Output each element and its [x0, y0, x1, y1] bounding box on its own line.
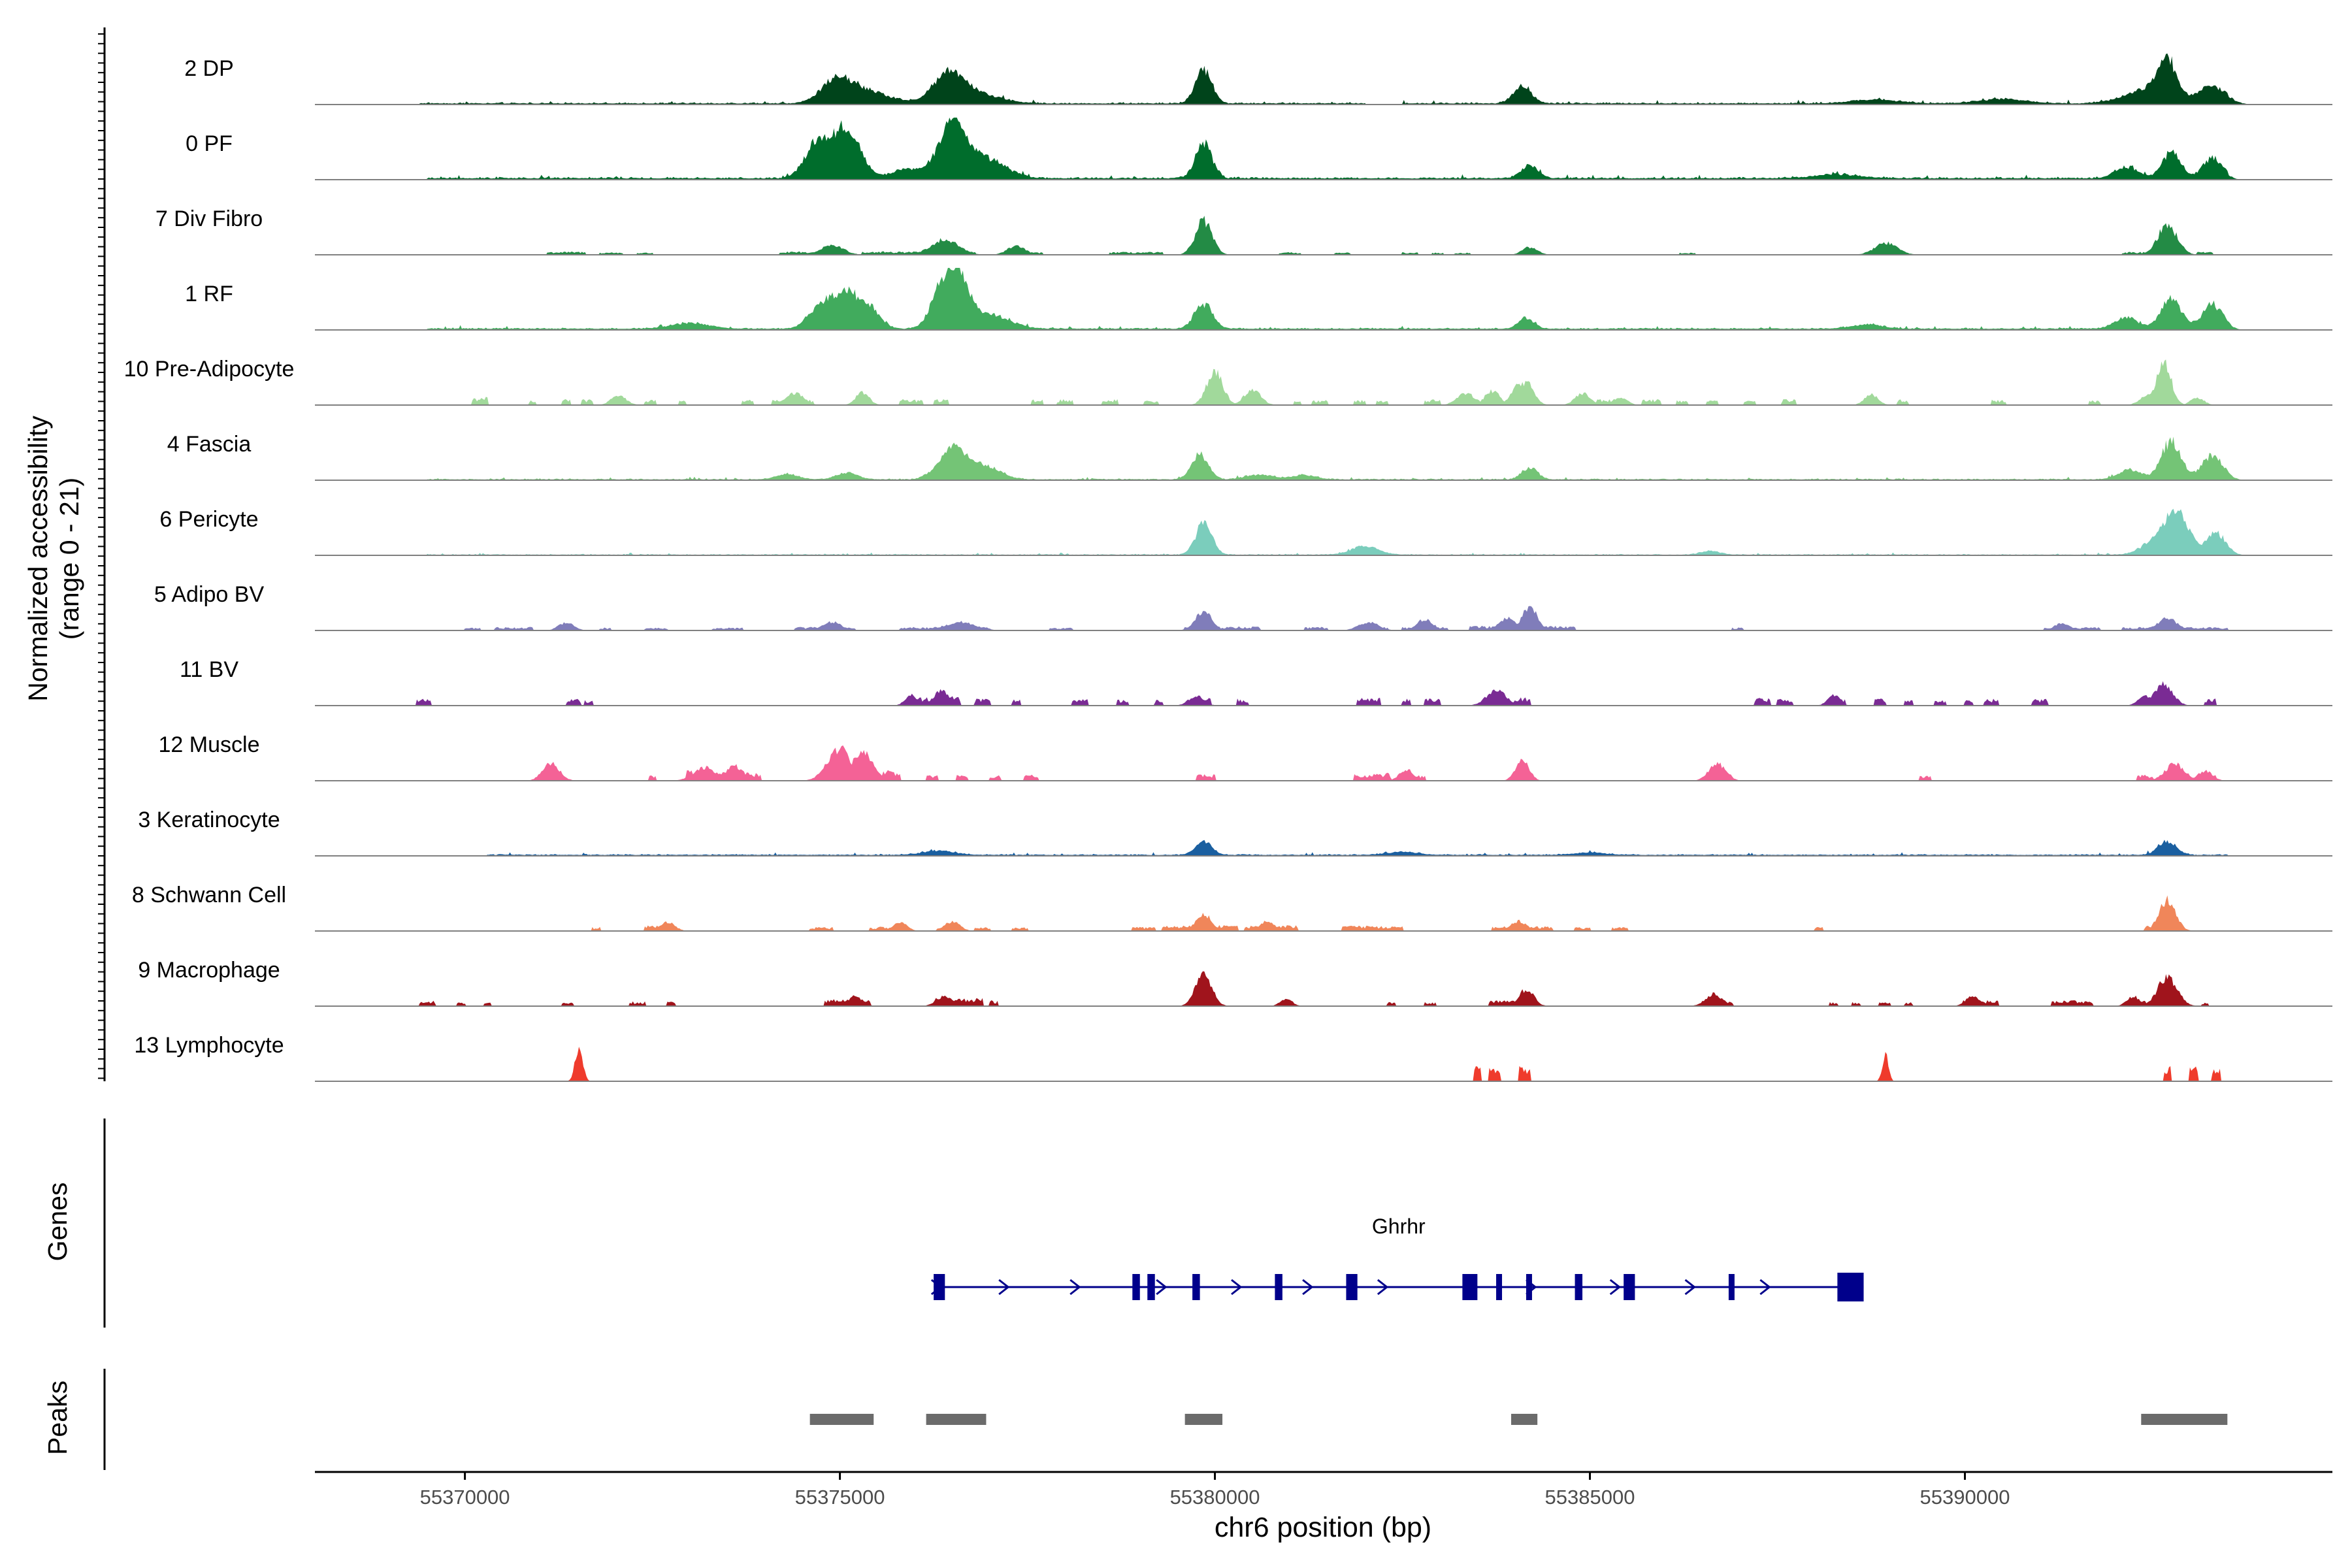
gene-strand-arrow [1070, 1279, 1081, 1296]
track-signal-area [315, 118, 2332, 180]
track-label: 7 Div Fibro [155, 206, 263, 231]
peaks-track [809, 1414, 2228, 1425]
track-label: 6 Pericyte [159, 507, 258, 532]
gene-strand-arrow [1231, 1279, 1243, 1296]
track-label: 12 Muscle [159, 732, 260, 757]
y-axis [98, 27, 106, 1081]
track-5-adipo-bv: 5 Adipo BV [154, 582, 2332, 631]
track-label: 1 RF [185, 282, 233, 306]
track-0-pf: 0 PF [186, 118, 2332, 180]
gene-strand-arrow [1759, 1279, 1771, 1296]
track-10-pre-adipocyte: 10 Pre-Adipocyte [124, 357, 2332, 406]
peak-region [1511, 1414, 1538, 1425]
gene-exon [1526, 1274, 1532, 1300]
track-3-keratinocyte: 3 Keratinocyte [138, 808, 2332, 857]
x-axis-title: chr6 position (bp) [1215, 1512, 1431, 1543]
gene-strand-arrow [1684, 1279, 1696, 1296]
peak-region [2141, 1414, 2228, 1425]
gene-exon [1132, 1274, 1140, 1300]
track-signal-area [315, 436, 2332, 480]
track-label: 5 Adipo BV [154, 582, 265, 607]
track-13-lymphocyte: 13 Lymphocyte [134, 1033, 2332, 1082]
track-label: 11 BV [180, 657, 238, 682]
track-7-div-fibro: 7 Div Fibro [155, 206, 2332, 255]
track-label: 2 DP [184, 56, 234, 81]
track-9-macrophage: 9 Macrophage [138, 958, 2332, 1007]
y-axis-title-line2: (range 0 - 21) [54, 478, 84, 640]
gene-exon [1192, 1274, 1200, 1300]
gene-exon [1346, 1274, 1358, 1300]
gene-exon [1837, 1273, 1864, 1301]
track-12-muscle: 12 Muscle [159, 732, 2332, 781]
track-signal-area [315, 971, 2332, 1006]
gene-exon [1462, 1274, 1478, 1300]
gene-strand-arrow [1609, 1279, 1622, 1296]
y-axis-title-line1: Normalized accessibility [23, 416, 53, 702]
gene-exon [1275, 1274, 1282, 1300]
genes-axis-label: Genes [42, 1183, 73, 1262]
x-tick-label: 55380000 [1170, 1486, 1260, 1509]
track-6-pericyte: 6 Pericyte [159, 507, 2332, 556]
track-label: 13 Lymphocyte [134, 1033, 284, 1058]
gene-strand-arrow [1377, 1279, 1389, 1296]
x-tick-label: 55385000 [1545, 1486, 1635, 1509]
genes-track: Ghrhr [930, 1215, 1864, 1301]
track-8-schwann-cell: 8 Schwann Cell [132, 883, 2332, 932]
track-4-fascia: 4 Fascia [167, 432, 2332, 481]
track-signal-area [315, 681, 2332, 706]
track-label: 4 Fascia [167, 432, 252, 457]
peak-region [809, 1414, 874, 1425]
track-label: 8 Schwann Cell [132, 883, 286, 907]
track-signal-area [315, 268, 2332, 330]
x-tick-label: 55375000 [795, 1486, 885, 1509]
track-label: 9 Macrophage [138, 958, 280, 983]
x-axis: 55370000 55375000 55380000 55385000 55390000 [315, 1471, 2332, 1509]
track-1-rf: 1 RF [185, 268, 2332, 331]
gene-exon [1496, 1274, 1503, 1300]
peak-region [1184, 1414, 1223, 1425]
track-2-dp: 2 DP [184, 53, 2332, 105]
peaks-axis-label: Peaks [42, 1380, 73, 1455]
gene-strand-arrow [1302, 1279, 1314, 1296]
track-label: 3 Keratinocyte [138, 808, 280, 832]
coverage-tracks: 2 DP 0 PF 7 Div Fibro 1 RF 10 Pre-Adipocyte 4… [124, 53, 2332, 1082]
gene-exon [1728, 1274, 1735, 1300]
gene-name-label: Ghrhr [1372, 1215, 1426, 1238]
x-tick-label: 55370000 [420, 1486, 510, 1509]
peak-region [926, 1414, 987, 1425]
track-signal-area [315, 53, 2332, 105]
gene-strand-arrow [1156, 1279, 1168, 1296]
track-label: 10 Pre-Adipocyte [124, 357, 295, 382]
gene-exon [1147, 1274, 1155, 1300]
x-tick-label: 55390000 [1920, 1486, 2010, 1509]
track-11-bv: 11 BV [180, 657, 2332, 706]
gene-exon [1624, 1274, 1635, 1300]
gene-exon [934, 1274, 945, 1300]
gene-exon [1575, 1274, 1583, 1300]
gene-strand-arrow [998, 1279, 1010, 1296]
track-label: 0 PF [186, 131, 233, 156]
